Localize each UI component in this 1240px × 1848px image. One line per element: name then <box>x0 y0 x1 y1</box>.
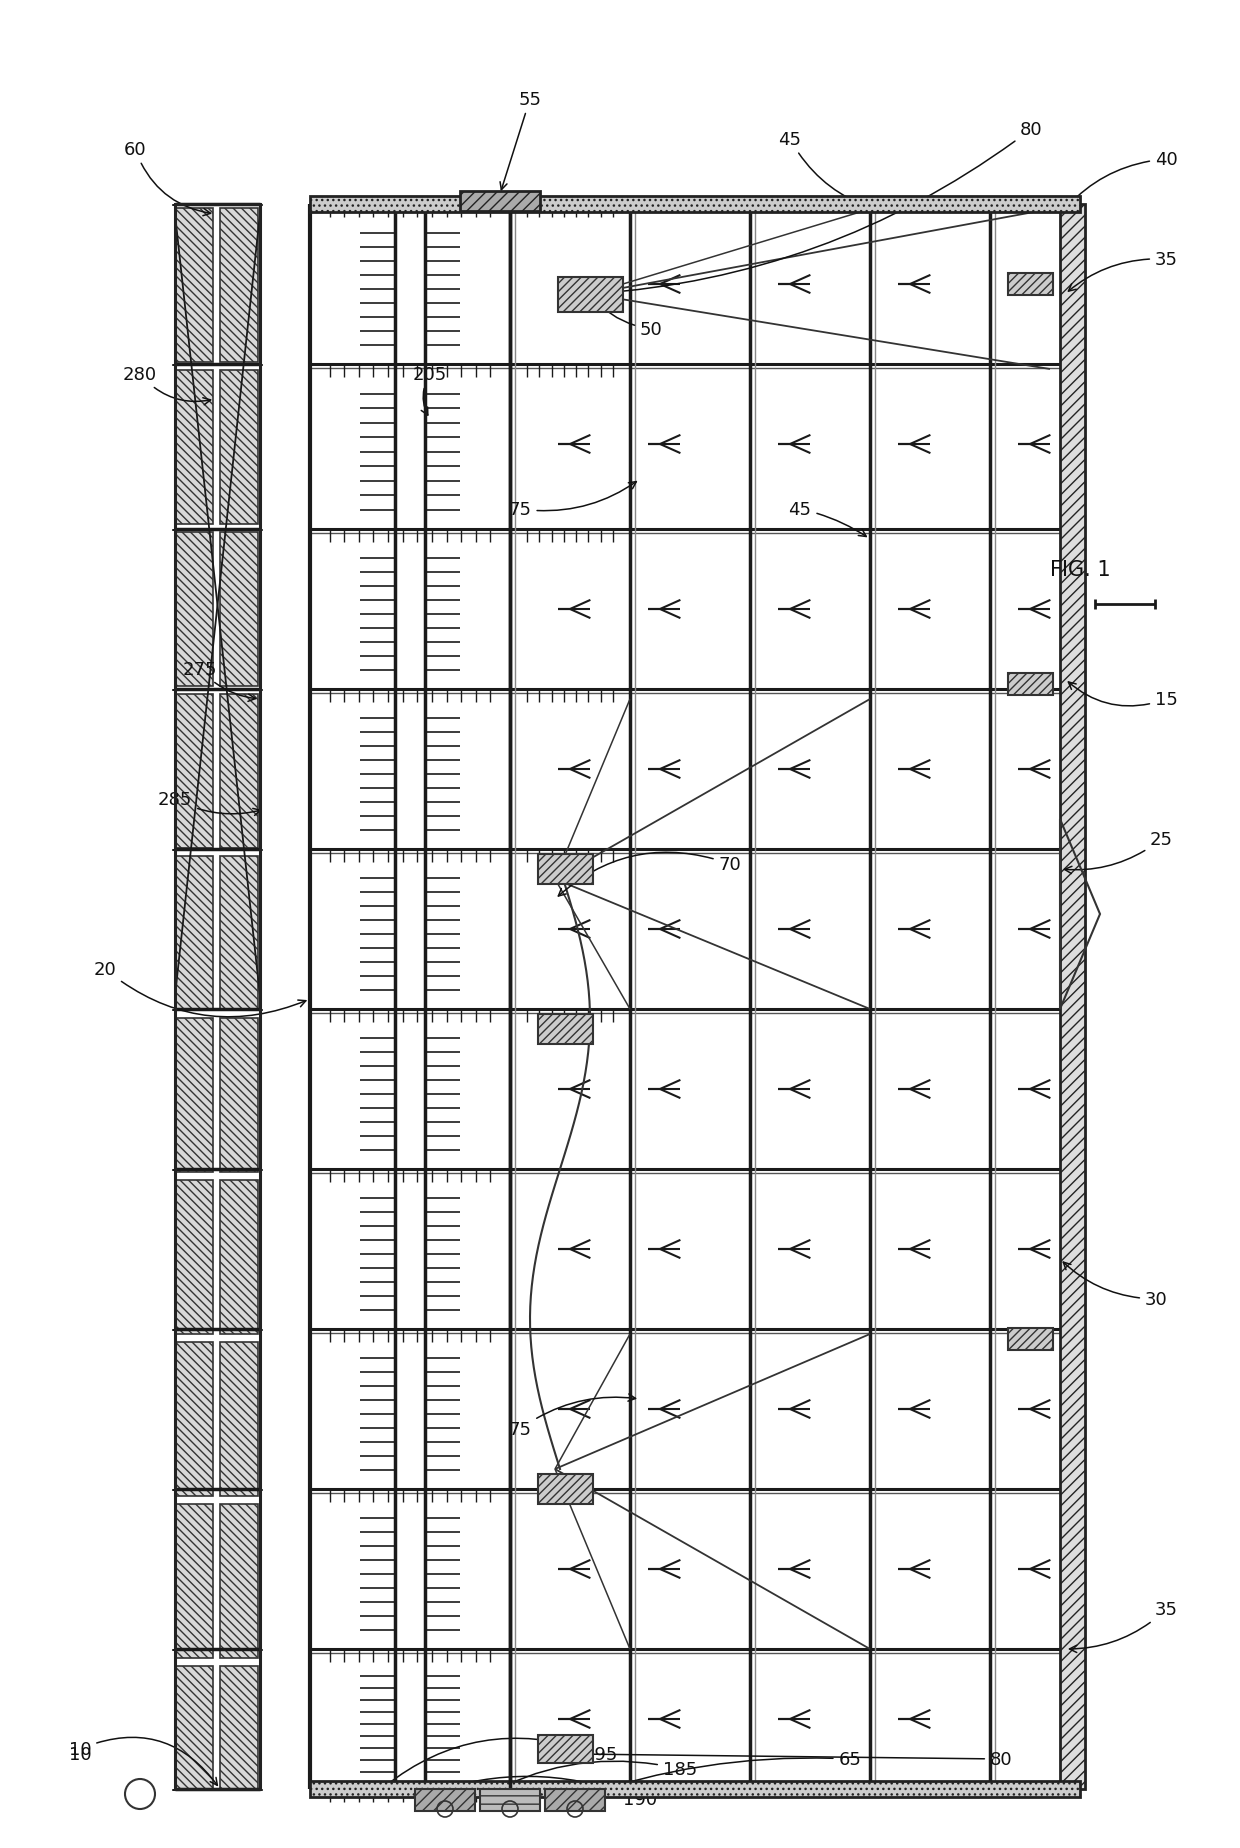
Bar <box>538 854 593 885</box>
Bar <box>558 277 622 312</box>
Bar <box>310 198 1080 213</box>
Text: 15: 15 <box>1069 682 1178 708</box>
Bar <box>219 1342 258 1497</box>
Bar <box>219 856 258 1011</box>
Bar <box>219 1018 258 1172</box>
Bar <box>460 192 539 213</box>
Text: 190: 190 <box>419 1776 657 1807</box>
Bar <box>546 1789 605 1811</box>
Text: 10: 10 <box>68 1745 92 1763</box>
Text: 45: 45 <box>789 501 867 538</box>
Bar <box>219 695 258 848</box>
Text: 70: 70 <box>558 852 742 896</box>
Bar <box>219 1504 258 1658</box>
Bar <box>175 532 213 687</box>
Text: 45: 45 <box>779 131 870 209</box>
Bar <box>219 1181 258 1334</box>
Bar <box>1008 1329 1053 1351</box>
Bar <box>310 1781 1080 1796</box>
Bar <box>175 1504 213 1658</box>
Text: 65: 65 <box>579 1750 862 1798</box>
Bar <box>219 209 258 362</box>
Text: 55: 55 <box>500 91 542 190</box>
Bar <box>175 1018 213 1172</box>
Bar <box>1060 205 1085 1789</box>
Text: 20: 20 <box>94 961 306 1016</box>
Bar <box>175 209 213 362</box>
Text: 25: 25 <box>1064 830 1173 874</box>
Text: 10: 10 <box>68 1737 217 1785</box>
Text: 35: 35 <box>1069 251 1178 292</box>
Bar <box>175 1342 213 1497</box>
Text: 35: 35 <box>1069 1600 1178 1652</box>
Bar <box>175 856 213 1011</box>
Bar <box>175 371 213 525</box>
Text: 185: 185 <box>484 1759 697 1796</box>
Text: 40: 40 <box>1068 152 1178 207</box>
Bar <box>175 695 213 848</box>
Text: 50: 50 <box>593 298 662 338</box>
Text: 30: 30 <box>1063 1262 1168 1308</box>
Bar <box>175 205 260 1789</box>
Bar <box>1008 675 1053 695</box>
Bar <box>175 1181 213 1334</box>
Bar <box>1008 274 1053 296</box>
Text: 80: 80 <box>579 1750 1013 1769</box>
Text: 205: 205 <box>413 366 448 416</box>
Text: 80: 80 <box>594 120 1043 298</box>
Bar <box>480 1789 539 1811</box>
Bar <box>175 1667 213 1789</box>
Bar <box>415 1789 475 1811</box>
Bar <box>219 371 258 525</box>
Text: 195: 195 <box>373 1739 618 1796</box>
Bar <box>538 1475 593 1504</box>
Bar <box>538 1015 593 1044</box>
Bar <box>538 1735 593 1763</box>
Text: 75: 75 <box>508 482 636 519</box>
Text: 280: 280 <box>123 366 211 405</box>
Text: FIG. 1: FIG. 1 <box>1050 560 1110 580</box>
Text: 285: 285 <box>157 791 260 817</box>
Text: 75: 75 <box>508 1393 636 1438</box>
Bar <box>219 1667 258 1789</box>
Text: 275: 275 <box>182 660 255 702</box>
Bar <box>219 532 258 687</box>
Text: 60: 60 <box>124 140 211 216</box>
